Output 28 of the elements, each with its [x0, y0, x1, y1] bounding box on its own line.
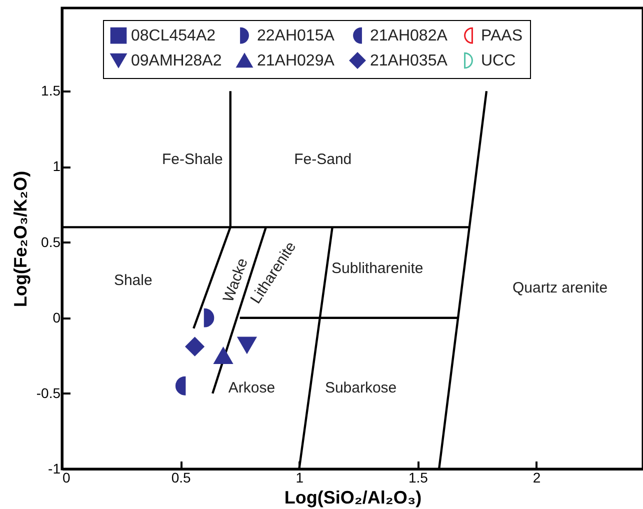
y-tick-label: 0	[52, 309, 61, 326]
y-tick-label: -1	[48, 460, 61, 476]
x-tick-label: 1	[296, 470, 304, 486]
annotation: Wacke	[220, 256, 252, 304]
x-axis-title: Log(SiO₂/Al₂O₃)	[284, 488, 422, 508]
legend-label: 21AH082A	[370, 28, 448, 45]
legend-label: 21AH029A	[257, 52, 335, 70]
annotation: Fe-Shale	[162, 151, 223, 168]
annotation: Sublitharenite	[332, 260, 424, 277]
y-tick-label: 0.5	[41, 234, 61, 250]
legend-label: 22AH015A	[257, 28, 335, 45]
annotation: Shale	[114, 272, 152, 290]
y-tick-label: 1.5	[41, 82, 61, 99]
x-tick-label: 0.5	[171, 470, 192, 486]
legend-label: 21AH035A	[370, 52, 448, 70]
annotation: Subarkose	[324, 379, 397, 396]
legend-label: 09AMH28A2	[131, 52, 222, 70]
y-tick-label: 1	[52, 158, 61, 174]
x-tick-label: 2	[532, 470, 541, 486]
x-tick-label: 1.5	[408, 470, 428, 486]
legend-label: UCC	[481, 52, 516, 70]
annotation: Arkose	[228, 379, 276, 396]
legend-label: PAAS	[481, 28, 522, 45]
annotation: Quartz arenite	[512, 280, 608, 297]
y-axis-title: Log(Fe₂O₃/K₂O)	[10, 170, 30, 308]
y-tick-label: -0.5	[36, 384, 61, 401]
annotation: Fe-Sand	[294, 151, 352, 168]
legend-label: 08CL454A2	[131, 28, 216, 45]
